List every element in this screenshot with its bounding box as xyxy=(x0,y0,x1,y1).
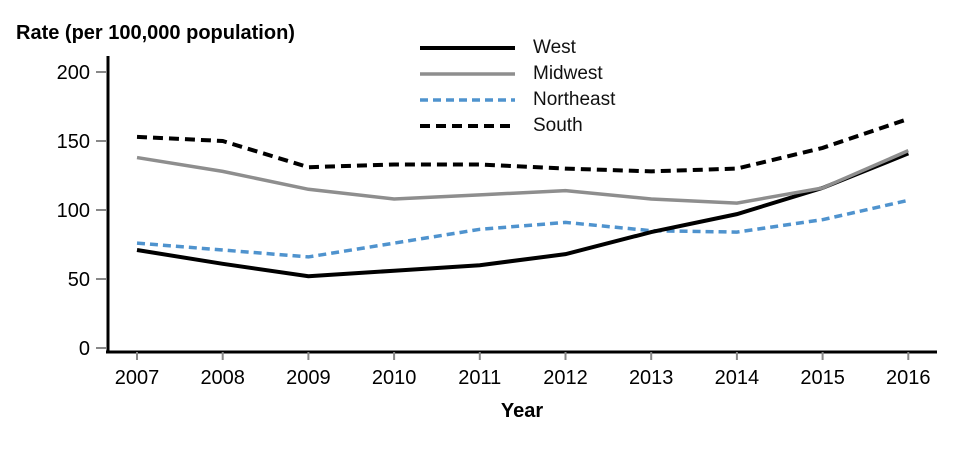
x-tick-label: 2013 xyxy=(629,367,674,389)
series-line-west xyxy=(136,151,910,279)
x-tick-label: 2015 xyxy=(800,367,845,389)
x-tick-label: 2016 xyxy=(886,367,931,389)
legend-line-swatch xyxy=(420,45,515,50)
series-line-northeast xyxy=(136,198,909,259)
legend-label: Northeast xyxy=(533,88,616,110)
y-tick-label: 0 xyxy=(79,338,90,360)
x-tick-label: 2009 xyxy=(286,367,331,389)
legend-item-midwest: Midwest xyxy=(420,62,615,85)
x-tick-label: 2010 xyxy=(372,367,417,389)
y-tick-label: 100 xyxy=(57,200,90,222)
y-tick-label: 50 xyxy=(68,269,90,291)
x-tick-label: 2008 xyxy=(200,367,245,389)
legend: West Midwest Northeast South xyxy=(420,36,615,137)
legend-line-swatch xyxy=(420,123,515,128)
y-tick-label: 200 xyxy=(57,62,90,84)
legend-item-west: West xyxy=(420,36,615,59)
legend-item-northeast: Northeast xyxy=(420,88,615,111)
x-tick-label: 2011 xyxy=(458,367,501,389)
legend-line-swatch xyxy=(420,71,515,76)
legend-label: Midwest xyxy=(533,62,603,84)
x-tick-label: 2007 xyxy=(115,367,160,389)
legend-line-swatch xyxy=(420,97,515,102)
x-tick-label: 2014 xyxy=(715,367,760,389)
series-line-south xyxy=(136,117,909,174)
x-tick-label: 2012 xyxy=(543,367,588,389)
series-line-midwest xyxy=(136,149,909,205)
x-axis-title: Year xyxy=(500,400,544,422)
y-tick-label: 150 xyxy=(57,131,90,153)
y-axis-title: Rate (per 100,000 population) xyxy=(16,22,295,44)
legend-label: South xyxy=(533,114,583,136)
legend-item-south: South xyxy=(420,114,615,137)
legend-label: West xyxy=(533,36,576,58)
